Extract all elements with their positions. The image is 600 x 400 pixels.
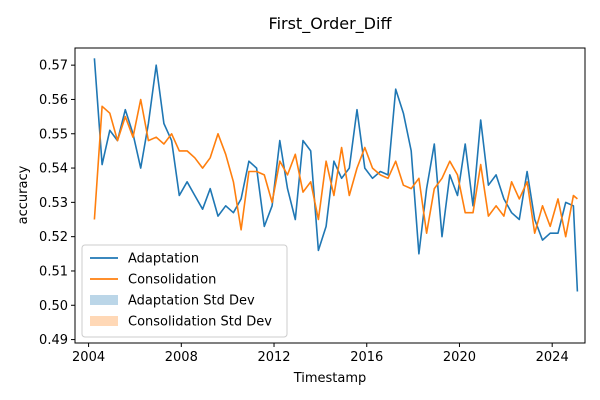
y-tick-label: 0.49 — [39, 333, 68, 348]
plot-frame — [74, 47, 586, 344]
legend-box — [81, 244, 288, 338]
x-tick-label: 2024 — [536, 350, 569, 365]
y-tick-label: 0.52 — [39, 230, 68, 245]
y-tick-label: 0.56 — [39, 93, 68, 108]
legend-label: Consolidation — [128, 273, 216, 288]
y-tick-label: 0.50 — [39, 299, 68, 314]
x-tick-label: 2008 — [165, 350, 198, 365]
plot-area — [93, 58, 579, 292]
legend-patch-swatch — [90, 316, 118, 326]
legend-label: Consolidation Std Dev — [128, 315, 272, 330]
y-tick-label: 0.54 — [39, 162, 68, 177]
y-axis: 0.49 0.50 0.51 0.52 0.53 0.54 0.55 0.56 0.57 — [39, 59, 75, 348]
legend-item: Consolidation Std Dev — [90, 315, 272, 330]
legend-item: Consolidation — [90, 273, 216, 288]
legend-patch-swatch — [90, 295, 118, 305]
series-line-consolidation — [93, 98, 578, 238]
x-tick-label: 2016 — [350, 350, 383, 365]
legend-label: Adaptation Std Dev — [128, 294, 255, 309]
y-tick-label: 0.51 — [39, 264, 68, 279]
chart-title: First_Order_Diff — [269, 14, 393, 34]
x-axis: 2004 2008 2012 2016 2020 2024 — [72, 343, 569, 365]
x-tick-label: 2020 — [443, 350, 476, 365]
legend-item: Adaptation Std Dev — [90, 294, 255, 309]
x-tick-label: 2012 — [257, 350, 290, 365]
y-tick-label: 0.57 — [39, 59, 68, 74]
x-tick-label: 2004 — [72, 350, 105, 365]
legend-label: Adaptation — [128, 252, 199, 267]
y-tick-label: 0.55 — [39, 127, 68, 142]
y-tick-label: 0.53 — [39, 196, 68, 211]
x-axis-label: Timestamp — [293, 371, 367, 386]
y-axis-label: accuracy — [16, 165, 31, 224]
legend: Adaptation Consolidation Adaptation Std De… — [81, 244, 288, 338]
legend-item: Adaptation — [90, 252, 199, 267]
